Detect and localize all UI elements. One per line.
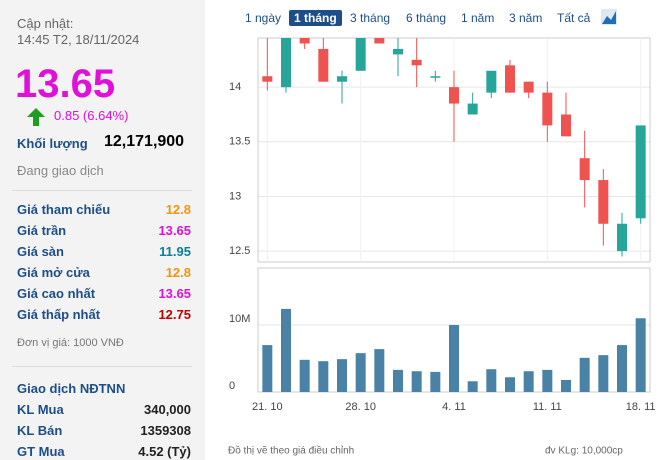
price-value: 13.65 [158, 223, 191, 238]
range-button[interactable]: 3 năm [509, 11, 543, 25]
price-label: Giá trần [17, 223, 67, 238]
range-button[interactable]: 1 năm [461, 11, 495, 25]
candle-body [561, 114, 571, 137]
volume-bar [299, 359, 310, 392]
price: 13.65 [15, 62, 116, 106]
up-arrow [27, 108, 45, 126]
y-tick-label: 12.5 [229, 245, 250, 257]
foreign-label: KL Mua [17, 402, 64, 417]
x-tick-label: 4. 11 [442, 401, 466, 413]
status: Đang giao dịch [17, 163, 104, 178]
volume-bar [523, 371, 534, 392]
x-tick-label: 18. 11 [626, 401, 656, 413]
candle-body [505, 65, 515, 93]
y-tick-label: 13 [229, 190, 241, 202]
volume-bar [486, 369, 497, 392]
price-value: 12.75 [158, 307, 191, 322]
foreign-label: GT Mua [17, 444, 65, 459]
volume-unit: đv KLg: 10,000cp [545, 446, 623, 457]
price-label: Giá cao nhất [17, 286, 96, 301]
candle-body [393, 48, 403, 55]
price-frame [257, 37, 651, 263]
volume-frame [257, 267, 651, 393]
foreign-value: 1359308 [140, 423, 191, 438]
volume-bar [561, 379, 571, 392]
candle-body [337, 76, 347, 82]
range-button[interactable]: 6 tháng [406, 11, 447, 25]
price-label: Giá sàn [17, 244, 64, 259]
candle-body [374, 38, 385, 44]
update-time: 14:45 T2, 18/11/2024 [17, 32, 140, 47]
candle-body [579, 158, 590, 181]
candle-body [542, 92, 553, 126]
volume-bar [449, 324, 459, 392]
volume-bar [318, 361, 329, 392]
price-value: 12.8 [165, 265, 191, 280]
volume-bar [355, 353, 366, 392]
candle-body [486, 70, 497, 93]
y-tick-label: 14 [229, 81, 241, 93]
chart-type-icon[interactable] [600, 8, 618, 26]
candle-body [299, 38, 310, 44]
foreign-label: KL Bán [17, 423, 63, 438]
candle-body [635, 125, 646, 219]
volume-bar [262, 345, 273, 392]
candle-body [281, 38, 291, 88]
candle-body [598, 180, 609, 224]
volume: 12,171,900 [104, 133, 185, 150]
y-tick-label: 10M [229, 313, 250, 325]
volume-bar [542, 369, 553, 392]
volume-bar [430, 371, 441, 392]
candle-body [262, 76, 273, 82]
volume-bar [467, 381, 478, 392]
separator [12, 366, 192, 367]
change: 0.85 (6.64%) [54, 108, 129, 123]
separator [12, 190, 192, 191]
y-tick-label: 13.5 [229, 136, 250, 148]
candle-body [411, 59, 422, 66]
volume-bar [393, 369, 403, 392]
foreign-title: Giao dịch NĐTNN [17, 381, 126, 396]
volume-bar [374, 349, 385, 392]
update-label: Cập nhật: [17, 16, 74, 31]
volume-bar [281, 308, 291, 392]
price-label: Giá tham chiếu [17, 202, 111, 217]
price-label: Giá mở cửa [17, 265, 90, 280]
y-tick-label: 0 [229, 380, 235, 392]
volume-bar [635, 318, 646, 392]
foreign-value: 340,000 [144, 402, 191, 417]
price-label: Giá thấp nhất [17, 307, 101, 322]
quote-panel: Cập nhật: 14:45 T2, 18/11/2024 13.65 0.8… [0, 0, 205, 460]
candle-body [617, 223, 627, 252]
x-tick-label: 21. 10 [252, 401, 283, 413]
price-value: 11.95 [159, 244, 191, 259]
volume-label: Khối lượng [17, 136, 88, 151]
volume-bar [411, 371, 422, 392]
candle-body [449, 87, 459, 104]
volume-bar [579, 357, 590, 392]
range-button[interactable]: 3 tháng [350, 11, 391, 25]
x-tick-label: 11. 11 [533, 401, 562, 413]
range-button[interactable]: 1 ngày [245, 11, 282, 25]
candle-body [355, 38, 366, 71]
volume-bar [598, 355, 609, 392]
chart-note: Đồ thị vẽ theo giá điều chỉnh [228, 445, 354, 457]
volume-bar [337, 359, 347, 392]
unit-note: Đơn vị giá: 1000 VNĐ [17, 337, 124, 349]
foreign-value: 4.52 (Tỷ) [138, 444, 191, 459]
range-button[interactable]: Tất cả [557, 11, 591, 25]
candle-body [318, 48, 329, 82]
candle-body [523, 81, 534, 93]
range-button[interactable]: 1 tháng [289, 10, 342, 26]
volume-bar [617, 345, 627, 392]
price-value: 12.8 [165, 202, 191, 217]
volume-bar [505, 377, 515, 392]
candle-body [430, 76, 441, 78]
candle-body [467, 103, 478, 115]
price-value: 13.65 [158, 286, 191, 301]
x-tick-label: 28. 10 [345, 401, 376, 413]
